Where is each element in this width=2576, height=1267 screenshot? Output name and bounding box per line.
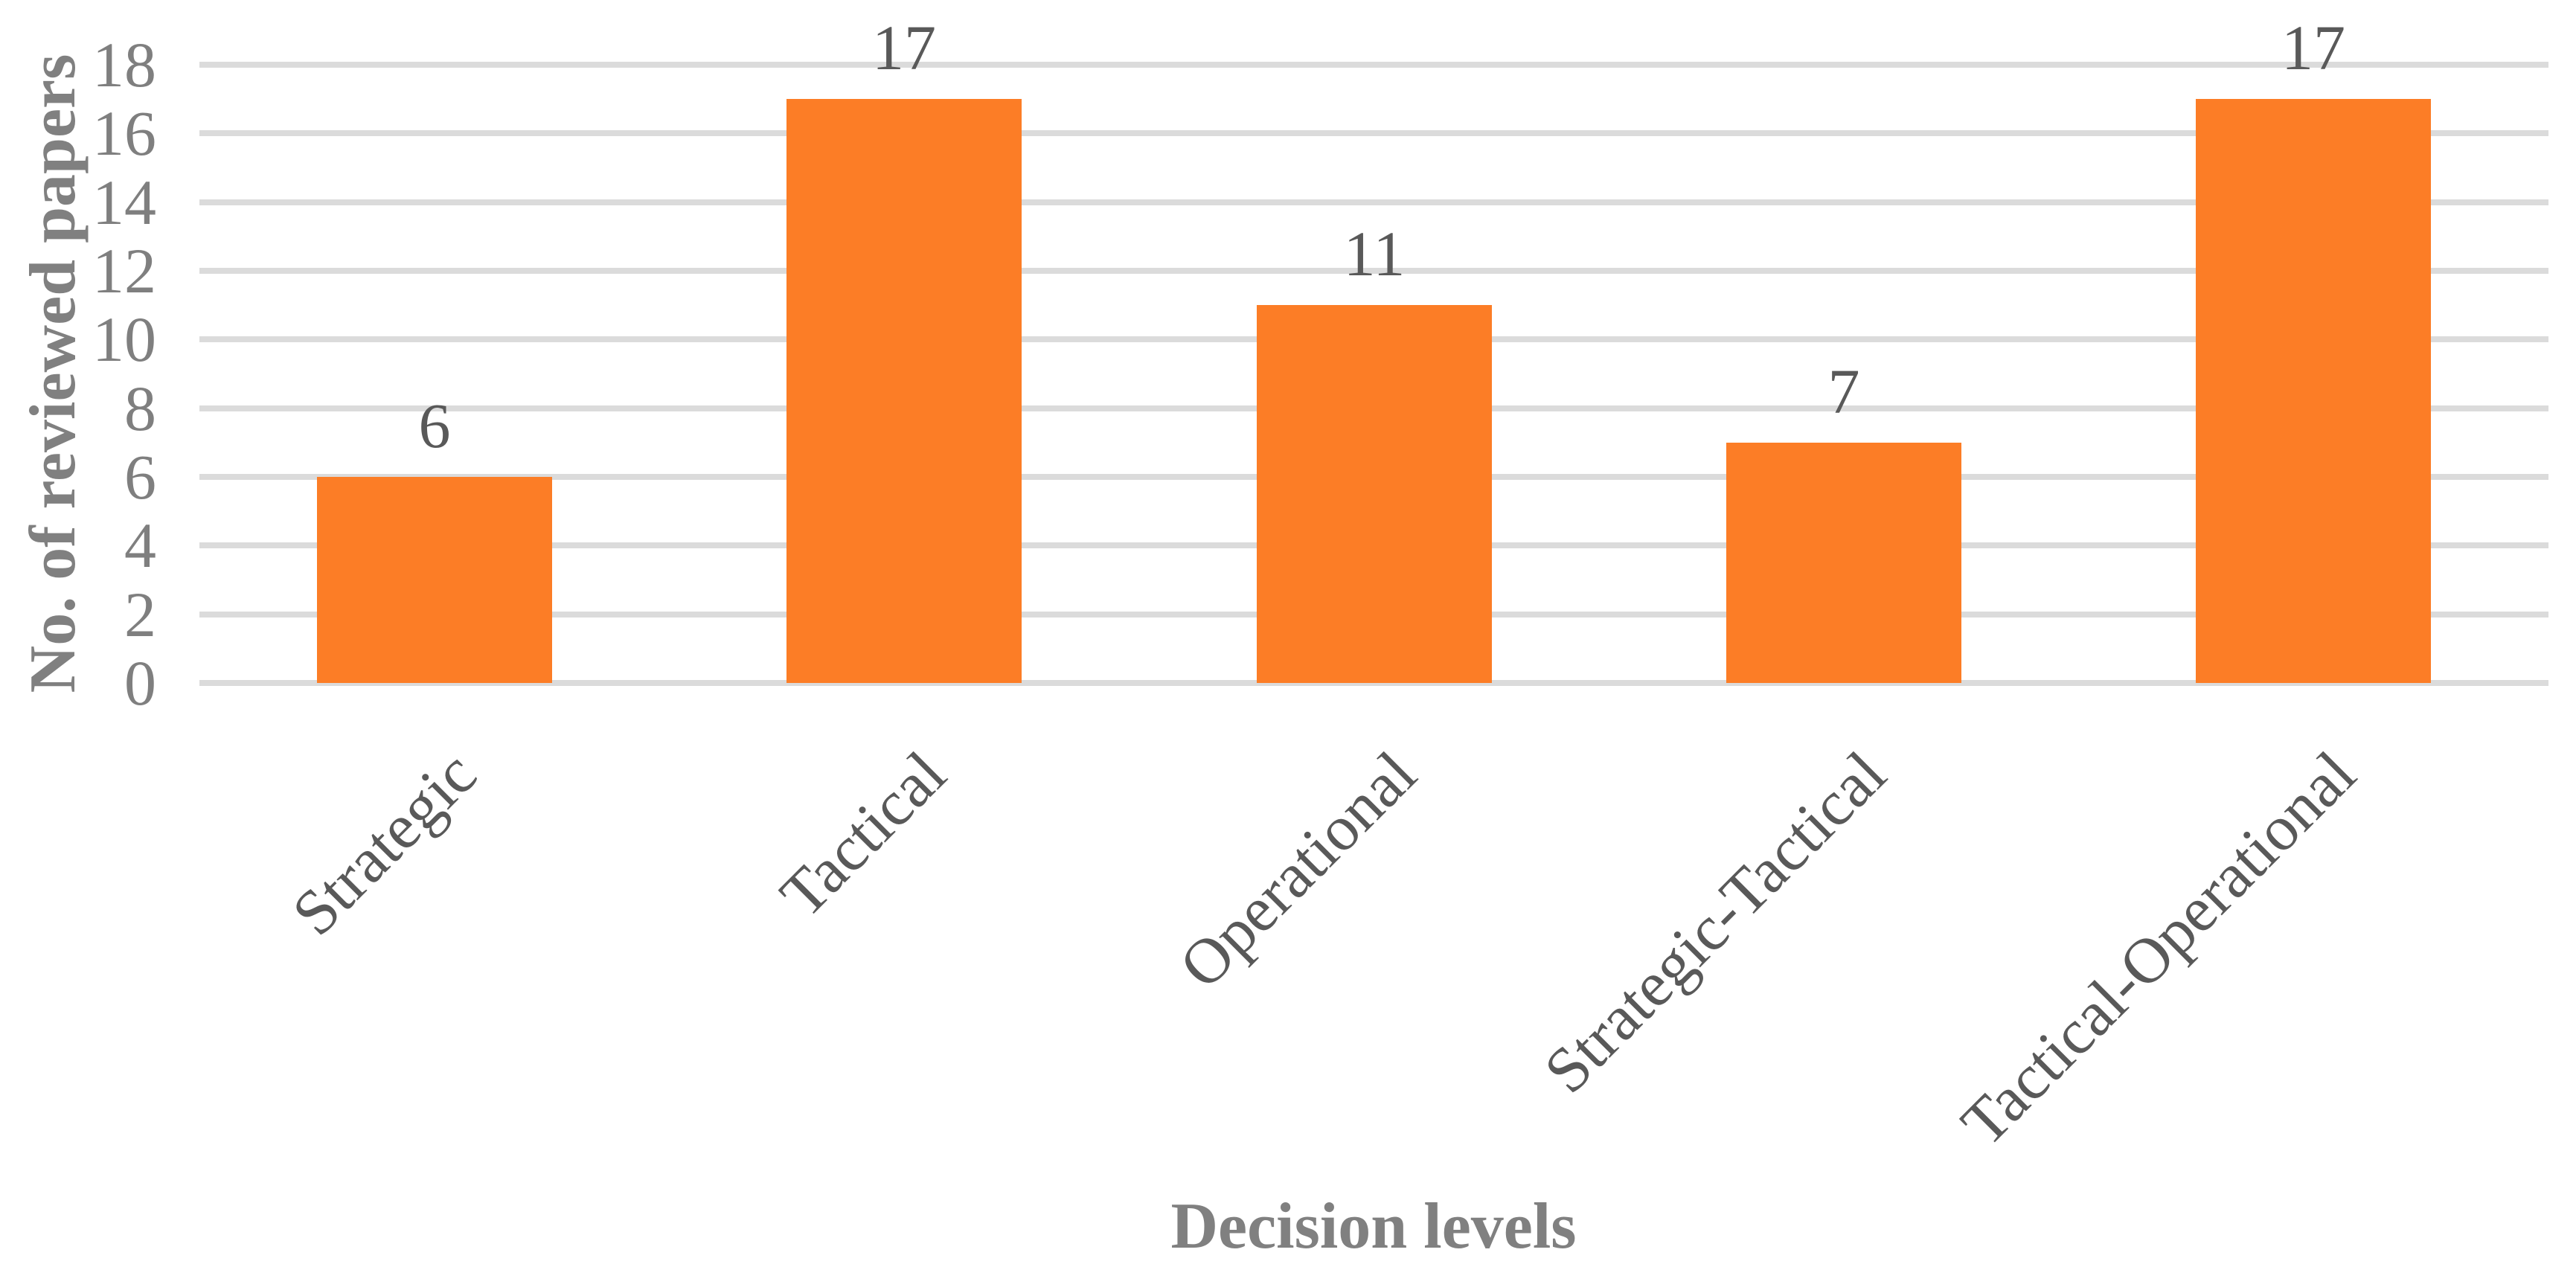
y-tick-label-4: 4: [124, 510, 156, 582]
bar-strategic-tactical: [1726, 443, 1961, 683]
y-tick-label-0: 0: [124, 647, 156, 719]
x-category-label-tactical-operational: Tactical-Operational: [1947, 737, 2369, 1160]
y-tick-label-14: 14: [92, 166, 156, 238]
data-label-strategic: 6: [418, 390, 451, 461]
y-tick-label-2: 2: [124, 578, 156, 650]
data-label-operational: 11: [1343, 218, 1406, 289]
y-tick-label-12: 12: [92, 235, 156, 307]
data-label-tactical: 17: [872, 12, 936, 83]
gridline-y-14: [199, 199, 2548, 205]
bar-strategic: [317, 477, 552, 683]
x-category-label-operational: Operational: [1165, 737, 1430, 1002]
data-label-tactical-operational: 17: [2281, 12, 2345, 83]
gridline-y-16: [199, 130, 2548, 137]
x-category-label-strategic-tactical: Strategic-Tactical: [1530, 737, 1900, 1107]
bar-tactical: [786, 99, 1022, 683]
x-axis-title: Decision levels: [1170, 1190, 1577, 1263]
y-tick-label-6: 6: [124, 441, 156, 513]
data-label-strategic-tactical: 7: [1827, 356, 1860, 427]
x-category-label-strategic: Strategic: [278, 737, 490, 949]
gridline-y-0: [199, 680, 2548, 686]
y-tick-label-18: 18: [92, 29, 156, 100]
gridline-y-12: [199, 268, 2548, 274]
bar-operational: [1257, 305, 1492, 683]
bar-tactical-operational: [2196, 99, 2431, 683]
y-tick-label-8: 8: [124, 372, 156, 444]
y-tick-label-16: 16: [92, 97, 156, 170]
gridline-y-18: [199, 62, 2548, 68]
y-tick-label-10: 10: [92, 304, 156, 376]
x-category-label-tactical: Tactical: [766, 737, 960, 931]
